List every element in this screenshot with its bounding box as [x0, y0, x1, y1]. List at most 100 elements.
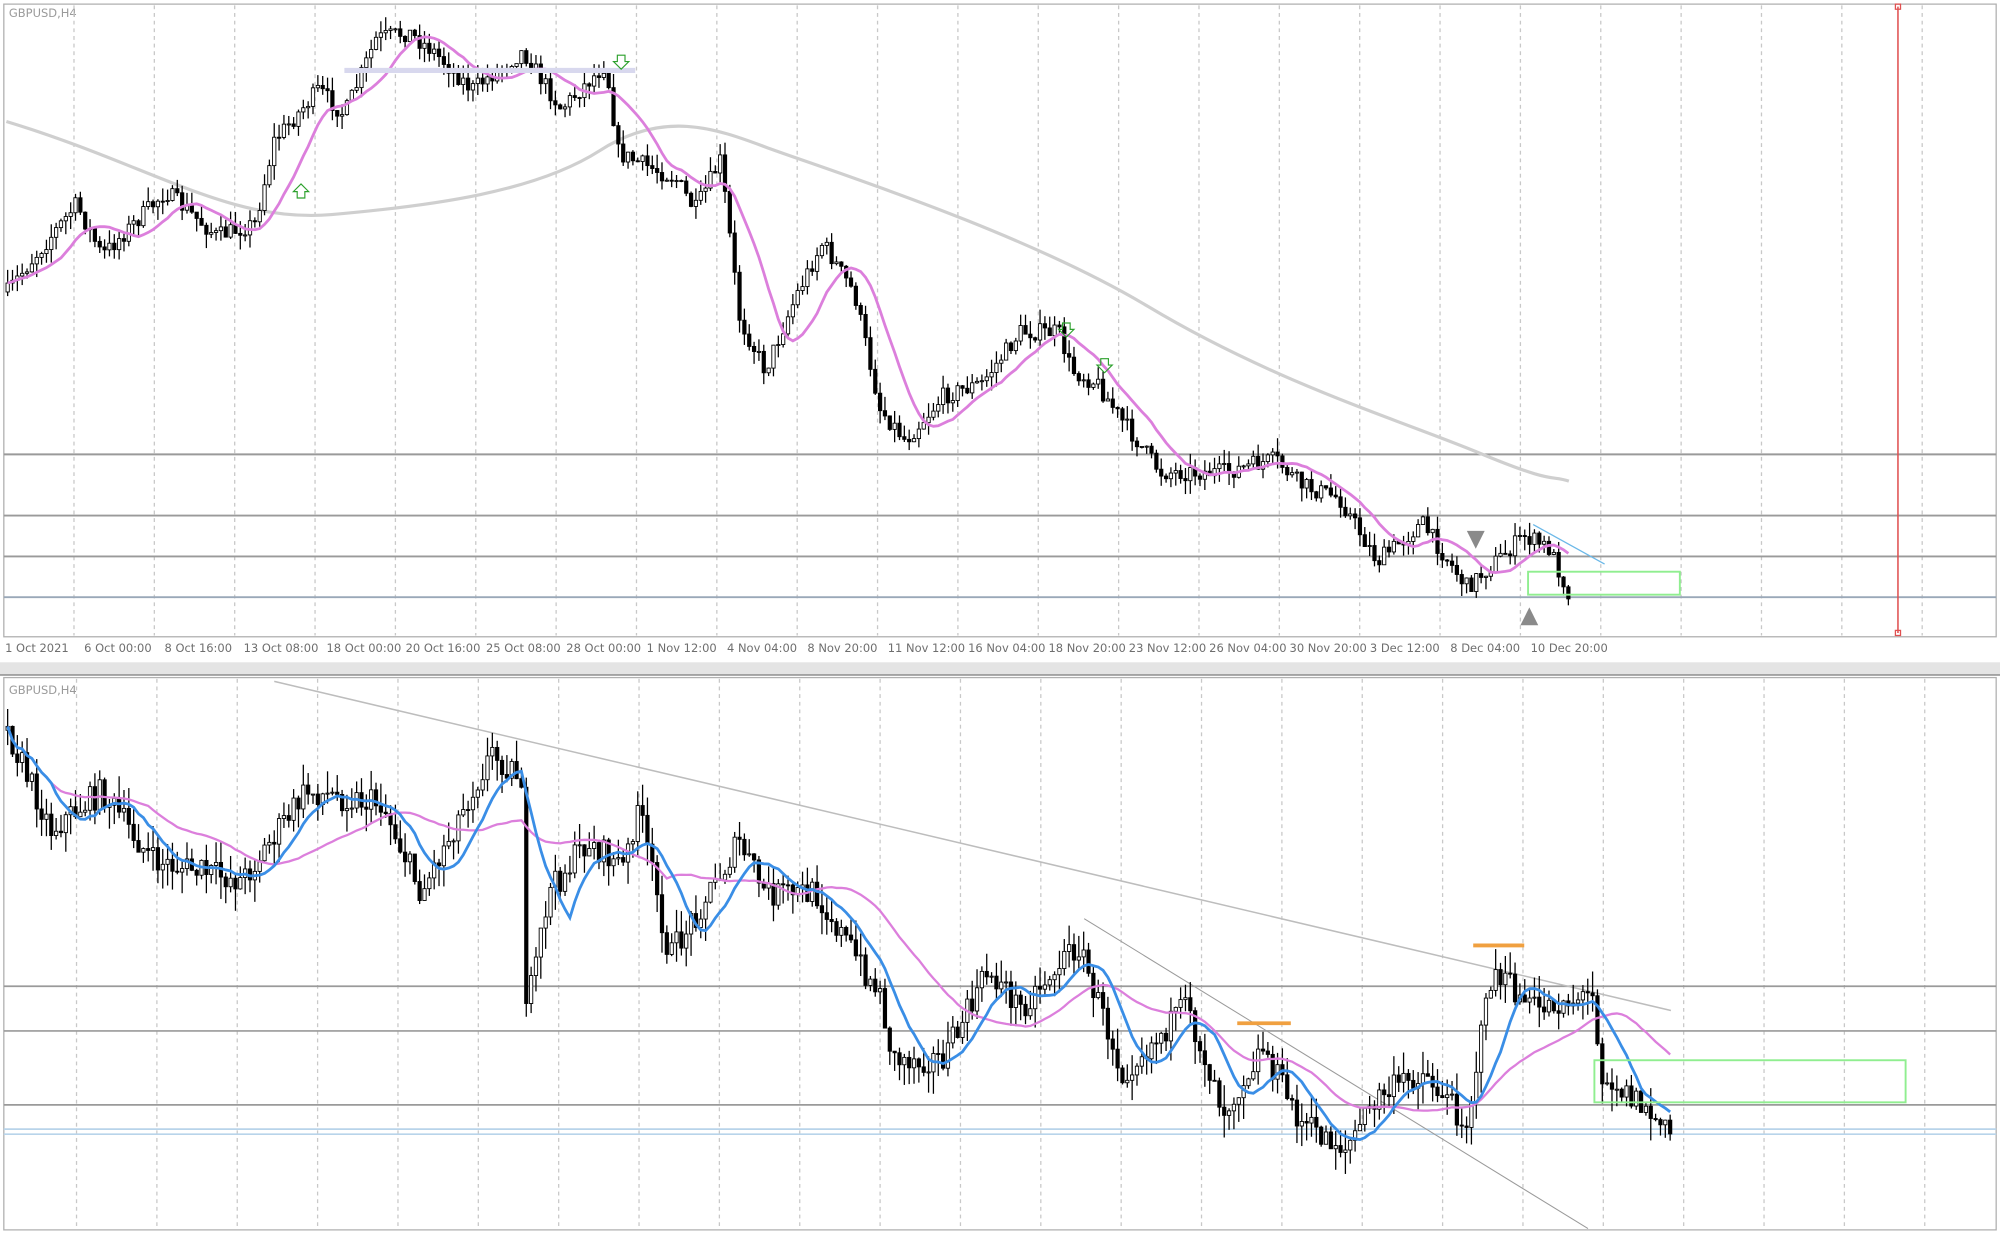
candle-body: [29, 773, 34, 782]
candle-body: [1333, 1145, 1338, 1150]
long-moving-average: [5, 119, 1570, 483]
candle-body: [475, 77, 480, 85]
candle-body: [897, 1052, 902, 1066]
candle-body: [20, 752, 25, 763]
candle-body: [466, 809, 471, 811]
candle-body: [1265, 1050, 1270, 1055]
candle-body: [228, 877, 233, 888]
candle-body: [1294, 1099, 1300, 1127]
candle-body: [926, 416, 931, 424]
time-label: 10 Dec 20:00: [1531, 641, 1608, 655]
candle-body: [63, 216, 68, 222]
candle-body: [1338, 1145, 1343, 1153]
candle-body: [218, 226, 224, 232]
candle-body: [272, 841, 277, 845]
candle-body: [548, 78, 553, 102]
trend-line: [1532, 523, 1605, 565]
candle-body: [795, 290, 800, 306]
candle-body: [1091, 383, 1096, 388]
candle-body: [819, 244, 825, 257]
candle-body: [296, 111, 301, 127]
candle-body: [150, 201, 156, 208]
candle-body: [175, 870, 180, 873]
candle-body: [1110, 398, 1115, 408]
candle-body: [436, 48, 442, 58]
candle-body: [1343, 506, 1348, 517]
candle-body: [621, 857, 626, 863]
candle-body: [814, 255, 820, 272]
candle-body: [882, 410, 888, 417]
candle-body: [1566, 586, 1571, 600]
candle-body: [470, 796, 476, 811]
candle-body: [1619, 1088, 1624, 1098]
panel-frame: [3, 3, 1997, 638]
candle-body: [529, 975, 534, 1004]
candle-body: [1561, 1000, 1566, 1014]
candle-body: [1144, 445, 1149, 448]
candle-body: [916, 1058, 921, 1068]
candle-body: [1542, 540, 1547, 545]
candle-body: [1420, 516, 1426, 525]
signal-arrow: [1057, 322, 1076, 338]
candle-body: [490, 746, 495, 757]
candle-body: [1168, 472, 1174, 480]
candle-body: [1270, 451, 1275, 456]
candle-body: [999, 359, 1004, 364]
candle-body: [1178, 470, 1183, 479]
candle-body: [911, 438, 917, 443]
candle-body: [616, 857, 621, 860]
candle-body: [645, 814, 650, 845]
candle-body: [238, 877, 243, 890]
candle-body: [1008, 342, 1014, 352]
candle-body: [1202, 1050, 1207, 1066]
candle-body: [897, 422, 902, 438]
candle-body: [364, 57, 369, 68]
candle-body: [131, 823, 136, 841]
candle-body: [1537, 532, 1542, 545]
candle-body: [1411, 1079, 1416, 1089]
candle-body: [688, 192, 694, 207]
candle-body: [461, 77, 466, 85]
candle-body: [1018, 325, 1023, 342]
candle-body: [722, 873, 728, 881]
candle-body: [1605, 1082, 1610, 1085]
candle-body: [136, 220, 141, 227]
period-handle: [1894, 629, 1902, 637]
candle-body: [1512, 973, 1518, 1003]
candle-body: [790, 884, 795, 896]
candle-body: [267, 841, 272, 846]
candle-body: [1047, 327, 1052, 337]
candle-body: [708, 881, 713, 903]
candle-body: [485, 76, 490, 85]
candle-body: [1042, 323, 1048, 329]
candle-body: [863, 954, 868, 986]
candle-body: [393, 28, 398, 31]
candle-body: [863, 314, 868, 339]
moving-average: [7, 35, 1570, 574]
candle-body: [548, 886, 553, 918]
candle-body: [1498, 552, 1503, 557]
candle-body: [1367, 545, 1372, 548]
candle-body: [1629, 1085, 1634, 1107]
time-label: 8 Dec 04:00: [1450, 641, 1520, 655]
candle-body: [34, 256, 39, 265]
candle-body: [693, 199, 699, 207]
candle-body: [344, 808, 350, 812]
candle-body: [1168, 1010, 1174, 1042]
candle-body: [446, 840, 451, 847]
candle-body: [475, 789, 480, 798]
candle-body: [1556, 551, 1561, 578]
candle-body: [1590, 992, 1595, 997]
time-label: 18 Nov 20:00: [1048, 641, 1125, 655]
candle-body: [306, 105, 311, 109]
candle-body: [335, 110, 340, 117]
candle-body: [398, 28, 403, 37]
candle-body: [543, 78, 548, 85]
candle-body: [1323, 485, 1329, 489]
candle-body: [582, 844, 587, 857]
candle-body: [44, 813, 49, 820]
candle-body: [1512, 535, 1518, 557]
candle-body: [1546, 999, 1552, 1013]
candle-body: [1522, 994, 1527, 1003]
